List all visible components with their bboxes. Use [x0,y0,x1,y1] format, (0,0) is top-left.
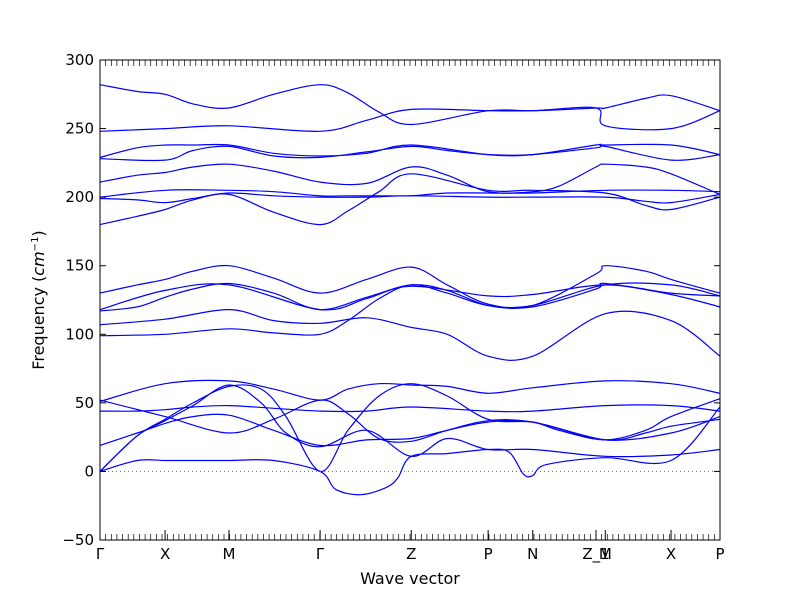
band-line-7 [99,192,721,204]
x-axis-label: Wave vector [360,569,460,588]
x-tick-label: X [160,545,170,563]
band-line-15 [99,404,721,413]
plot-frame [99,59,721,541]
band-line-13 [99,282,721,337]
band-line-5 [99,163,721,195]
band-line-2 [99,106,721,132]
band-line-9 [99,264,721,309]
y-tick-label: 100 [65,325,94,343]
x-minor-ticks [99,60,721,540]
y-tick-label: 250 [65,120,94,138]
y-tick-label: 200 [65,188,94,206]
band-line-20 [99,384,721,472]
x-tick-label: M [599,545,612,563]
band-line-19 [99,383,721,472]
y-axis-ticks: −50 0 50 100 150 200 250 300 [62,51,720,549]
y-tick-label: 50 [75,394,94,412]
x-tick-label: Γ [96,545,105,563]
band-line-4 [99,144,721,162]
x-tick-label: P [484,545,493,563]
band-line-18 [99,406,721,496]
y-tick-label: 300 [65,51,94,69]
x-tick-label: M [222,545,235,563]
band-line-3 [99,143,721,158]
band-line-14 [99,379,721,403]
x-tick-label: N [527,545,538,563]
y-axis-label: Frequency (cm−1) [29,230,48,369]
band-line-11 [99,282,721,312]
band-line-1 [99,84,721,126]
x-tick-label: P [715,545,724,563]
band-line-8 [99,173,721,226]
band-line-17 [99,413,721,447]
y-tick-label: 0 [84,462,94,480]
band-lines [99,84,721,496]
y-tick-label: −50 [62,531,94,549]
x-axis-ticks: Γ X M Γ Z P N Z_1M X P [96,530,725,564]
x-tick-label: Γ [316,545,325,563]
band-line-10 [99,283,721,311]
x-tick-label: X [666,545,676,563]
band-line-12 [99,308,721,361]
y-tick-label: 150 [65,257,94,275]
x-tick-label: Z [406,545,416,563]
x-tick-label: Z_1 [582,545,609,564]
